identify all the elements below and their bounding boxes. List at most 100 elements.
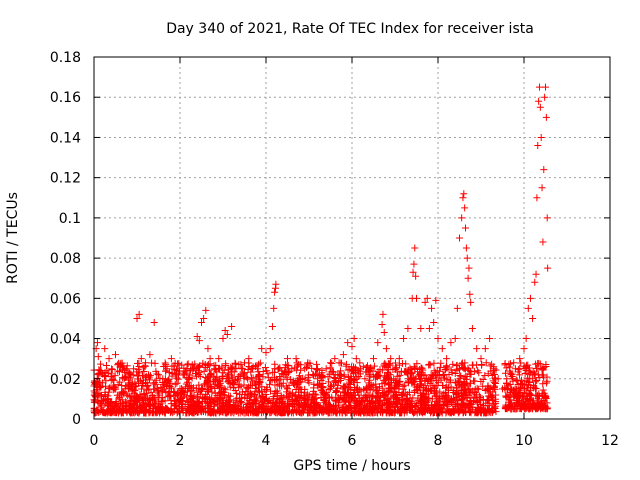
data-point (526, 294, 534, 302)
data-point (518, 398, 526, 406)
data-point (512, 376, 520, 384)
data-point (479, 375, 487, 383)
data-point (339, 351, 347, 359)
data-point (331, 355, 339, 363)
data-point (427, 386, 435, 394)
data-point (180, 391, 188, 399)
data-point (114, 381, 122, 389)
data-point (532, 270, 540, 278)
data-point (457, 405, 465, 413)
data-point (236, 371, 244, 379)
data-point (322, 397, 330, 405)
data-point (400, 368, 408, 376)
data-point (448, 399, 456, 407)
data-point (203, 362, 211, 370)
data-point (370, 355, 377, 363)
data-point (439, 381, 447, 389)
data-point (506, 367, 514, 375)
data-point (237, 382, 245, 390)
x-tick-labels: 0 2 4 6 8 10 12 (90, 433, 619, 449)
data-point (282, 383, 290, 391)
data-point (532, 360, 540, 368)
data-point (200, 380, 208, 388)
data-point (176, 385, 184, 393)
data-point (534, 141, 542, 149)
data-point (194, 394, 202, 402)
data-point (266, 381, 274, 389)
data-point (200, 314, 208, 322)
data-point (261, 396, 269, 404)
data-point (330, 381, 338, 389)
data-point (134, 360, 142, 368)
data-point (295, 384, 303, 392)
data-point (224, 397, 232, 405)
data-point (444, 384, 452, 392)
data-point (396, 378, 404, 386)
data-point (219, 335, 227, 343)
data-point (508, 399, 516, 407)
data-point (233, 375, 241, 383)
data-point (161, 397, 169, 405)
data-point (296, 394, 304, 402)
data-point (319, 409, 327, 417)
data-point (470, 367, 478, 375)
data-point (245, 355, 253, 363)
data-point (215, 355, 223, 363)
data-point (456, 365, 464, 373)
data-point (271, 288, 279, 296)
x-axis-label: GPS time / hours (293, 458, 410, 474)
data-point (447, 339, 455, 347)
data-point (453, 391, 461, 399)
data-point (192, 384, 200, 392)
data-point (259, 373, 267, 381)
data-point (158, 386, 166, 394)
data-point (357, 409, 365, 417)
data-point (424, 376, 432, 384)
data-point (114, 404, 122, 412)
y-tick-label: 0.1 (59, 211, 81, 227)
data-point (411, 409, 419, 417)
data-point (453, 361, 461, 369)
data-point (410, 260, 418, 268)
data-point (404, 325, 412, 332)
data-point (318, 384, 326, 392)
data-point (135, 407, 143, 415)
data-point (322, 404, 330, 412)
y-tick-label: 0.04 (50, 332, 81, 348)
data-point (436, 388, 444, 396)
data-point (501, 403, 509, 411)
chart-title: Day 340 of 2021, Rate Of TEC Index for r… (166, 21, 534, 37)
data-point (410, 388, 418, 396)
data-point (502, 392, 510, 400)
data-point (432, 402, 440, 410)
data-point (164, 406, 172, 414)
data-point (93, 407, 101, 415)
data-point (189, 365, 197, 373)
data-point (527, 384, 535, 392)
data-point (411, 364, 419, 372)
data-point (419, 408, 427, 416)
data-point (168, 370, 176, 378)
y-tick-label: 0.14 (50, 130, 81, 146)
data-point (202, 398, 210, 406)
data-point (228, 322, 236, 330)
data-point (133, 314, 141, 322)
data-point (150, 400, 158, 408)
data-point (539, 371, 547, 379)
data-point (201, 404, 209, 412)
data-point (483, 387, 491, 395)
data-point (232, 407, 240, 415)
data-point (533, 377, 541, 385)
data-point (339, 385, 347, 393)
data-point (279, 371, 287, 379)
data-point (106, 384, 114, 392)
data-point (231, 359, 239, 367)
data-point (392, 384, 400, 392)
data-point (313, 399, 321, 407)
data-point (430, 372, 438, 380)
data-point (372, 387, 380, 395)
data-point (428, 304, 436, 312)
data-point (540, 396, 548, 404)
data-point (247, 407, 255, 415)
data-point (537, 133, 545, 141)
